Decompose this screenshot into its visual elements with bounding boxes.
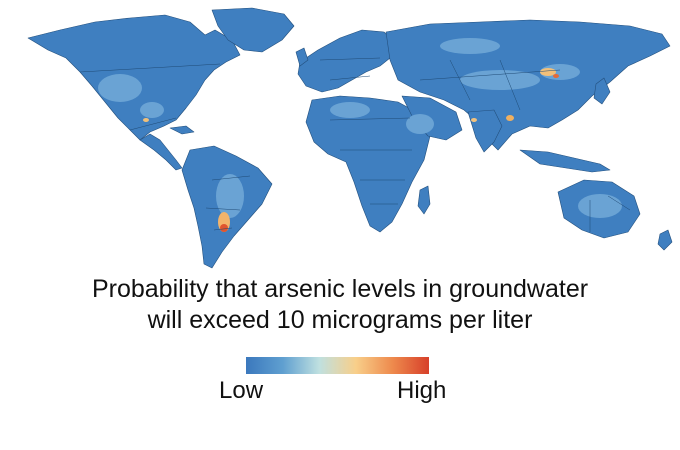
britain [295,47,309,67]
map-caption: Probability that arsenic levels in groun… [0,274,680,336]
legend-high-label: High [397,377,447,404]
caption-line-2: will exceed 10 micrograms per liter [147,306,533,334]
japan [593,77,611,105]
legend-low-label: Low [219,377,264,404]
southeast-asia [519,149,611,173]
greenland [211,7,295,53]
central-america [139,133,183,171]
moderate-probability-areas [98,38,622,218]
caption-line-1: Probability that arsenic levels in groun… [91,275,589,303]
europe [297,29,397,93]
madagascar [417,185,431,215]
world-map [27,7,673,269]
caribbean [169,125,195,135]
high-probability-hotspots [143,68,559,232]
africa [305,95,431,233]
country-borders [79,57,631,232]
legend-color-scale [246,357,429,374]
new-zealand [657,229,673,251]
